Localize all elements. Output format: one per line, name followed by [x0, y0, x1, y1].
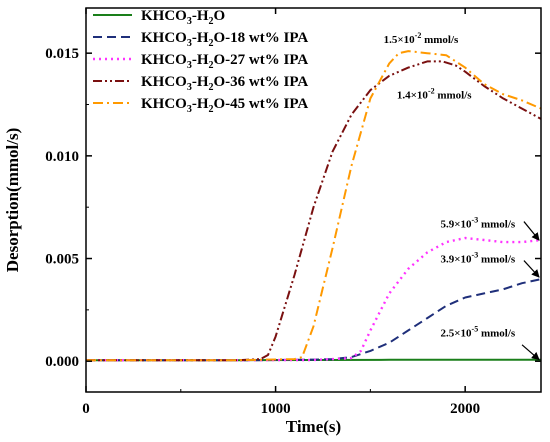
x-tick-label: 2000: [450, 401, 480, 417]
legend-label-1: KHCO3-H2O: [141, 8, 225, 27]
legend-label-4: KHCO3-H2O-36 wt% IPA: [141, 74, 308, 93]
plot-frame: [85, 7, 542, 393]
annotation-arrow-3: [523, 221, 540, 241]
x-tick-label: 0: [82, 401, 90, 417]
annotation-label-5: 2.5×10-5 mmol/s: [441, 325, 516, 340]
y-tick-label: 0.015: [45, 46, 79, 62]
series-line-2: [86, 278, 542, 362]
y-axis-ticks: 0.000 0.005 0.010 0.015: [45, 46, 541, 370]
y-tick-label: 0.000: [45, 354, 79, 370]
y-tick-label: 0.005: [45, 252, 79, 268]
annotations: 1.5×10-2 mmol/s 1.4×10-2 mmol/s 5.9×10-3 m…: [384, 31, 540, 361]
annotation-label-4: 3.9×10-3 mmol/s: [441, 251, 516, 266]
legend-label-5: KHCO3-H2O-45 wt% IPA: [141, 96, 308, 115]
y-tick-label: 0.010: [45, 149, 79, 165]
x-axis-title: Time(s): [286, 417, 341, 436]
annotation-arrow-4: [523, 260, 540, 278]
legend-label-2: KHCO3-H2O-18 wt% IPA: [141, 30, 308, 49]
series-line-5: [86, 50, 542, 362]
x-axis-ticks: 0 1000 2000: [82, 8, 480, 417]
x-tick-label: 1000: [261, 401, 291, 417]
y-axis-title: Desorption(mmol/s): [3, 128, 22, 272]
annotation-arrow-5: [521, 344, 540, 361]
annotation-label-2: 1.4×10-2 mmol/s: [397, 86, 472, 101]
legend-label-3: KHCO3-H2O-27 wt% IPA: [141, 52, 308, 71]
series-line-4: [86, 60, 542, 362]
annotation-label-3: 5.9×10-3 mmol/s: [441, 216, 516, 231]
legend: KHCO3-H2O KHCO3-H2O-18 wt% IPA KHCO3-H2O-2…: [93, 8, 308, 115]
annotation-label-1: 1.5×10-2 mmol/s: [384, 31, 459, 46]
plot-lines: [86, 50, 542, 362]
